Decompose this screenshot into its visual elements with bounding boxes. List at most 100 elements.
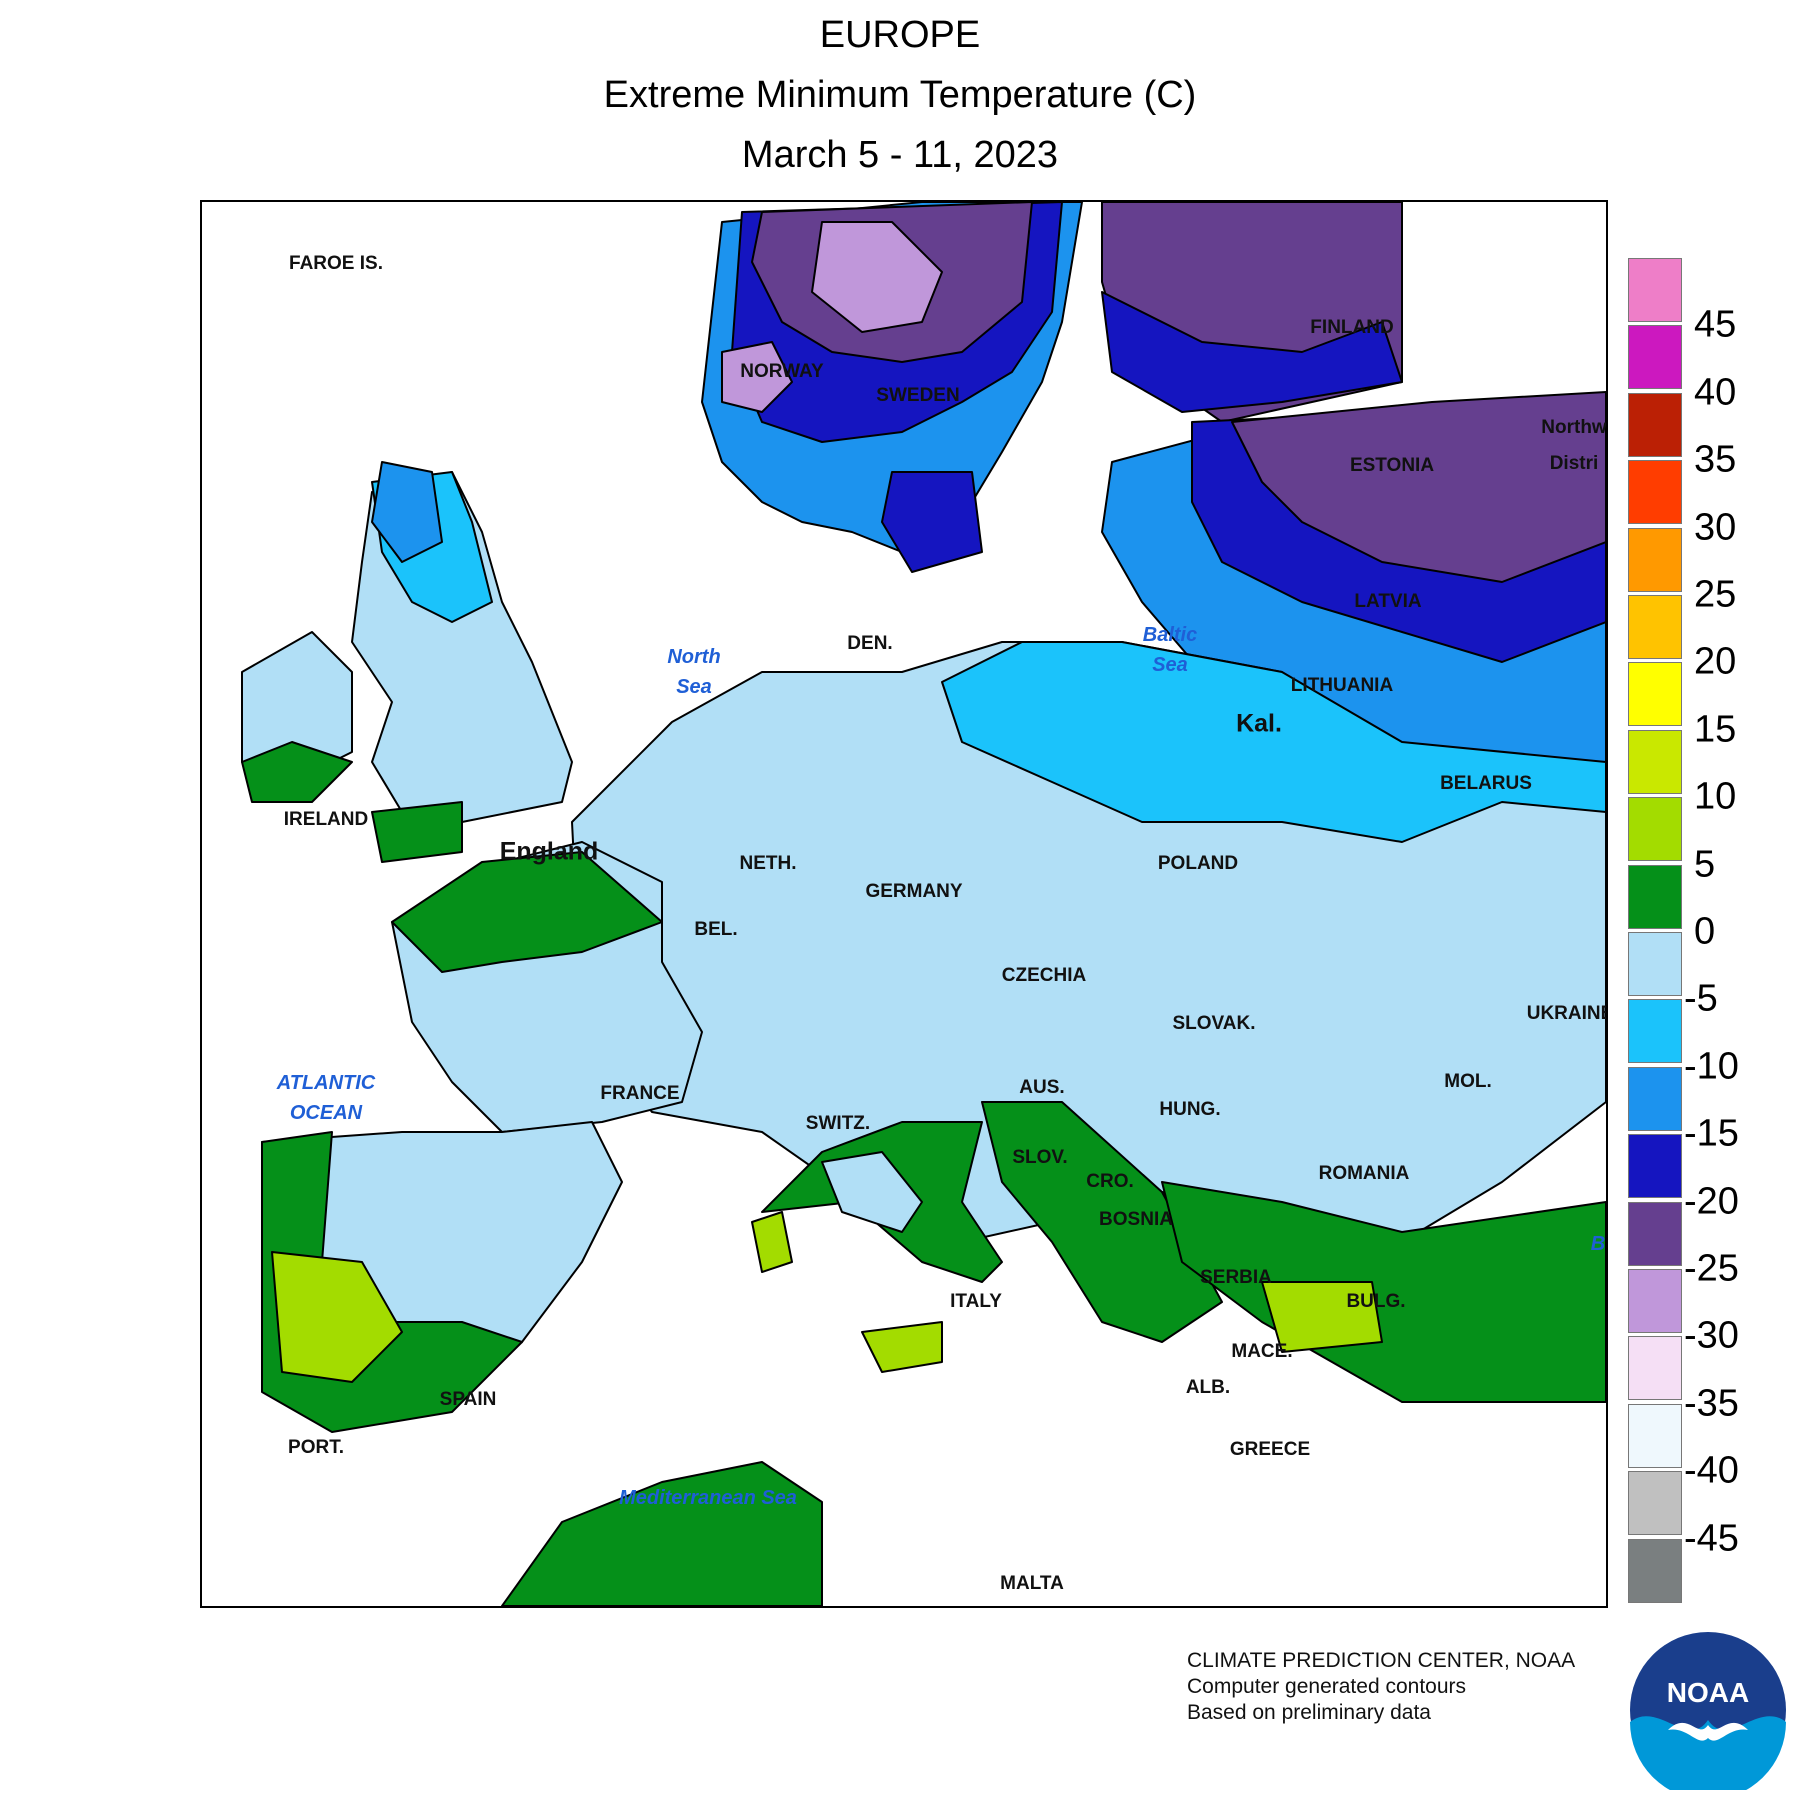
label-belgium: BEL. <box>694 919 738 940</box>
label-italy: ITALY <box>950 1291 1002 1312</box>
sicily-warm-zone <box>861 1321 943 1373</box>
label-malta: MALTA <box>1000 1573 1064 1594</box>
legend-swatch <box>1628 1134 1682 1199</box>
sweden-south-cold-spot <box>881 471 983 573</box>
label-romania: ROMANIA <box>1318 1163 1410 1184</box>
turkey-warm-zone <box>1261 1281 1383 1353</box>
legend-swatch <box>1628 729 1682 794</box>
label-kaliningrad: Kal. <box>1236 709 1282 738</box>
legend-swatch <box>1628 932 1682 996</box>
label-bulgaria: BULG. <box>1346 1291 1406 1312</box>
legend-tick-label: 25 <box>1694 573 1737 616</box>
poland-belarus-cold-zone <box>941 641 1606 843</box>
legend-tick-label: 35 <box>1694 438 1737 481</box>
legend-tick-label: -45 <box>1684 1517 1739 1560</box>
label-england: England <box>499 837 599 866</box>
label-atlantic-ocean: ATLANTIC OCEAN <box>276 1072 376 1124</box>
label-slovenia: SLOV. <box>1012 1147 1068 1168</box>
legend-tick-label: -35 <box>1684 1382 1739 1425</box>
label-greece: GREECE <box>1229 1439 1311 1460</box>
legend-tick-label: 30 <box>1694 506 1737 549</box>
russia-very-cold-zone <box>1231 391 1606 583</box>
legend-swatch <box>1628 460 1682 525</box>
legend-tick-label: -25 <box>1684 1247 1739 1290</box>
legend-swatch <box>1628 1403 1682 1468</box>
label-norway: NORWAY <box>740 361 824 382</box>
label-serbia: SERBIA <box>1200 1267 1272 1288</box>
label-north-sea: North Sea <box>667 646 721 698</box>
legend-tick-label: 40 <box>1694 371 1737 414</box>
svg-text:NOAA: NOAA <box>1667 1677 1749 1708</box>
portugal-warm-zone <box>271 1251 403 1383</box>
legend-tick-label: 10 <box>1694 775 1737 818</box>
italy-inland-zone <box>821 1151 923 1233</box>
label-spain: SPAIN <box>439 1389 497 1410</box>
legend-swatch <box>1628 999 1682 1064</box>
label-ireland: IRELAND <box>283 809 369 830</box>
label-denmark: DEN. <box>847 633 893 654</box>
legend-tick-label: -30 <box>1684 1314 1739 1357</box>
label-portugal: PORT. <box>288 1437 344 1458</box>
legend-tick-label: 20 <box>1694 640 1737 683</box>
credit-line-1: CLIMATE PREDICTION CENTER, NOAA <box>1187 1649 1576 1672</box>
label-northwest-line2: Distri <box>1549 453 1599 474</box>
legend-swatch <box>1628 1269 1682 1333</box>
label-belarus: BELARUS <box>1440 773 1532 794</box>
legend-tick-label: 5 <box>1694 843 1716 886</box>
label-netherlands: NETH. <box>739 853 797 874</box>
legend-swatch <box>1628 662 1682 727</box>
legend-swatch <box>1628 864 1682 929</box>
label-faroe-islands: FAROE IS. <box>289 253 383 274</box>
label-hungary: HUNG. <box>1159 1099 1221 1120</box>
label-switzerland: SWITZ. <box>805 1113 871 1134</box>
label-germany: GERMANY <box>865 881 963 902</box>
credit-line-3: Based on preliminary data <box>1187 1701 1431 1724</box>
label-czechia: CZECHIA <box>1001 965 1087 986</box>
sweden-extreme-cold-zone <box>811 221 943 333</box>
label-bosnia: BOSNIA <box>1099 1209 1173 1230</box>
map-title: Extreme Minimum Temperature (C) <box>603 74 1197 116</box>
sardinia-warm-zone <box>751 1211 793 1273</box>
legend-tick-label: -40 <box>1684 1449 1739 1492</box>
label-france: FRANCE <box>600 1083 680 1104</box>
legend-swatch <box>1628 797 1682 862</box>
noaa-logo: NOAA <box>1630 1632 1786 1790</box>
map-region-title: EUROPE <box>819 14 981 56</box>
map-period: March 5 - 11, 2023 <box>741 134 1059 176</box>
label-estonia: ESTONIA <box>1349 455 1435 476</box>
legend-tick-label: -10 <box>1684 1045 1739 1088</box>
label-moldova: MOL. <box>1444 1071 1492 1092</box>
legend-swatch <box>1628 1336 1682 1401</box>
label-latvia: LATVIA <box>1354 591 1422 612</box>
legend-tick-label: 0 <box>1694 910 1716 953</box>
legend-swatch <box>1628 1538 1682 1603</box>
balkans-mild-zone <box>981 1101 1223 1343</box>
legend-tick-label: -20 <box>1684 1180 1739 1223</box>
legend-swatch <box>1628 1066 1682 1131</box>
norway-extreme-cold-spot <box>721 341 793 413</box>
legend-swatch <box>1628 527 1682 592</box>
legend-swatch <box>1628 1471 1682 1536</box>
label-slovakia: SLOVAK. <box>1172 1013 1256 1034</box>
label-mediterranean-sea: Mediterranean Sea <box>619 1487 797 1509</box>
label-black-sea-edge: B <box>1590 1233 1606 1255</box>
map-frame: FAROE IS. NORWAY SWEDEN FINLAND Northw D… <box>200 200 1608 1608</box>
legend-tick-label: 45 <box>1694 303 1737 346</box>
label-lithuania: LITHUANIA <box>1290 675 1394 696</box>
ireland-mild-zone <box>241 741 353 803</box>
scotland-highland-zone <box>371 461 443 563</box>
north-africa-mild-zone <box>501 1461 823 1606</box>
wales-mild-zone <box>371 801 463 863</box>
credit-line-2: Computer generated contours <box>1187 1675 1466 1698</box>
greece-turkey-mild-zone <box>1161 1181 1606 1403</box>
legend-swatch <box>1628 392 1682 457</box>
label-macedonia: MACE. <box>1231 1341 1293 1362</box>
label-croatia: CRO. <box>1086 1171 1134 1192</box>
label-baltic-sea: Baltic Sea <box>1142 624 1198 676</box>
legend-swatch <box>1628 325 1682 390</box>
label-albania: ALB. <box>1185 1377 1231 1398</box>
label-austria: AUS. <box>1019 1077 1065 1098</box>
label-northwest-line1: Northw <box>1541 417 1607 438</box>
legend-swatch <box>1628 595 1682 659</box>
temperature-map <box>241 202 1606 1606</box>
